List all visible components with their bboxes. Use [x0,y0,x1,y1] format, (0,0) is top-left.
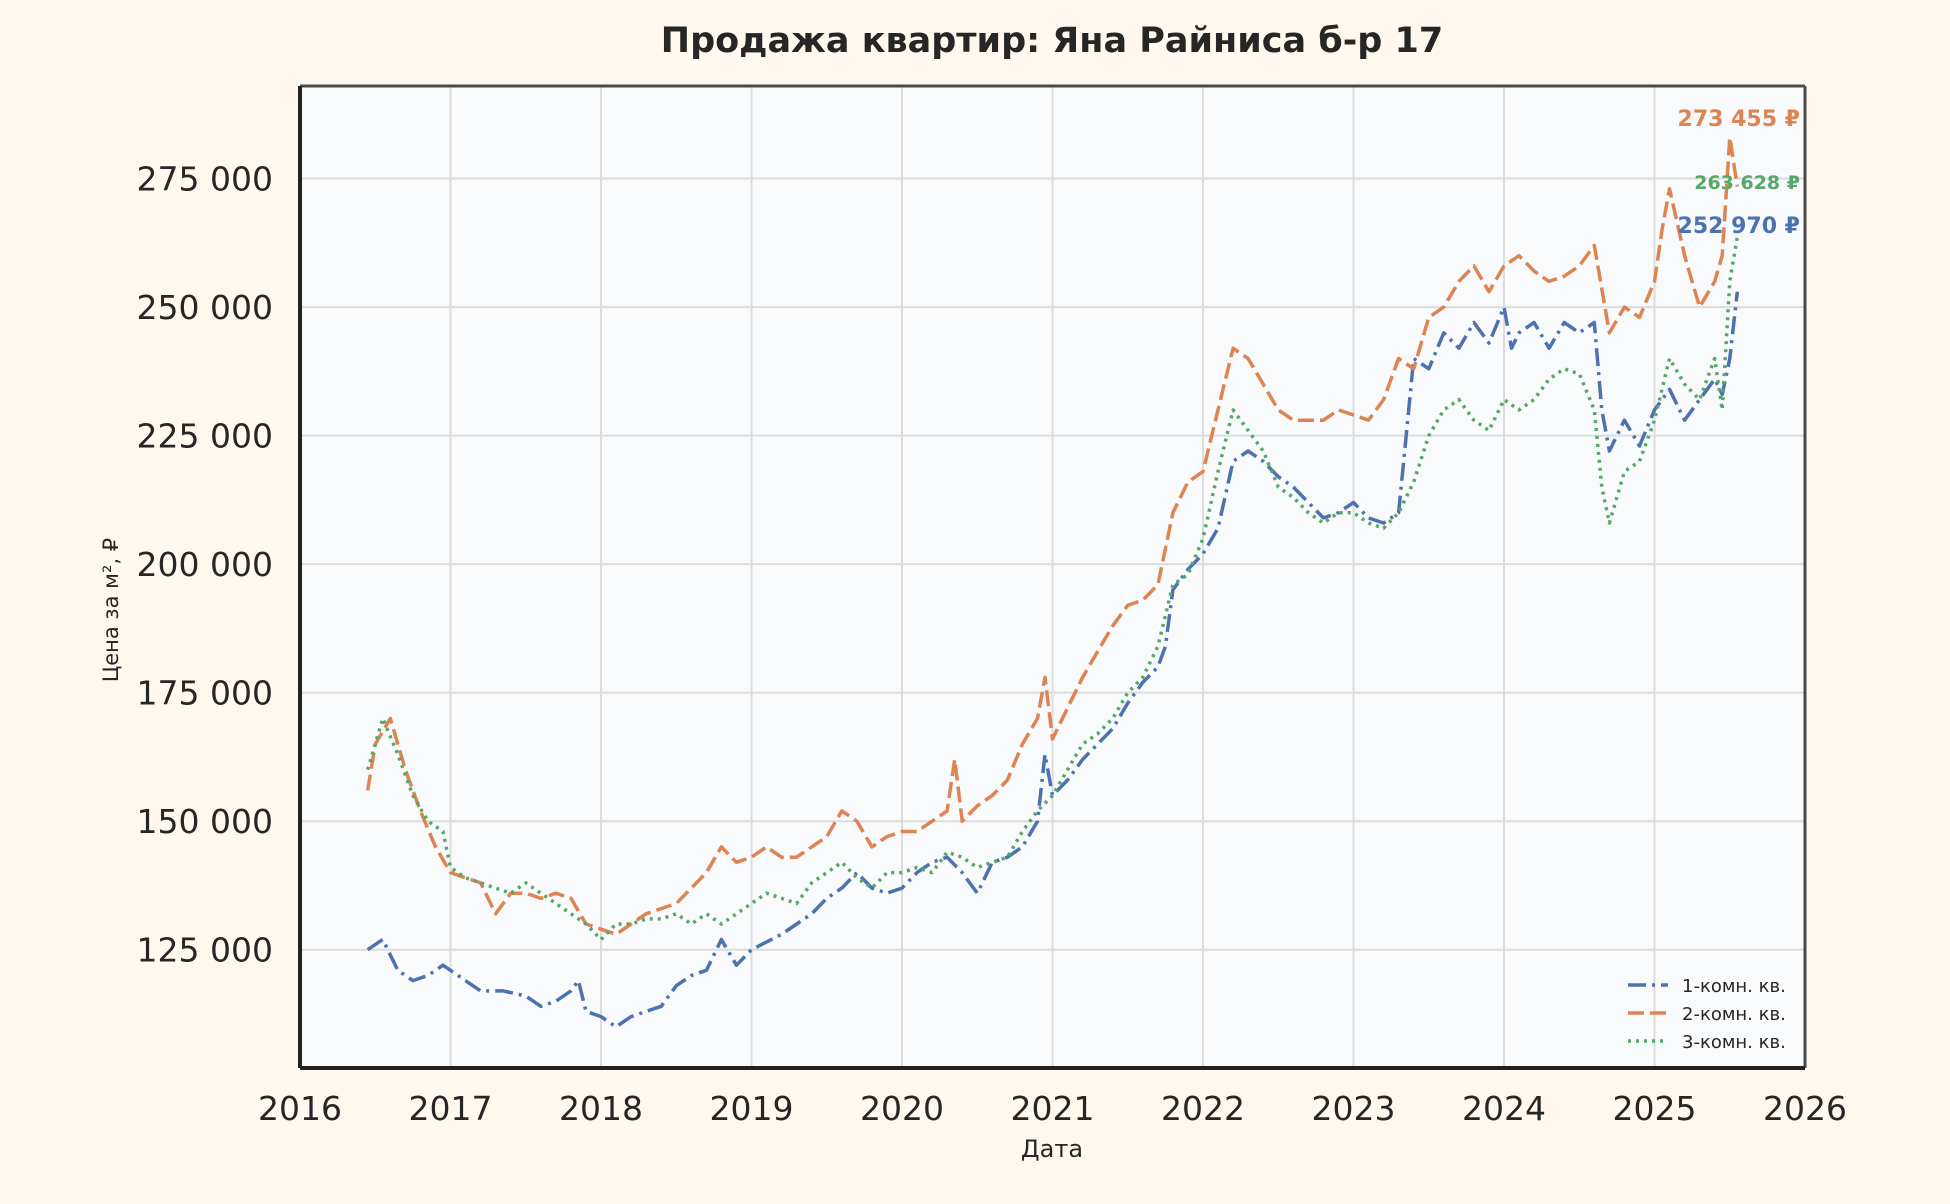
x-tick-label: 2018 [559,1089,643,1128]
legend-label-3: 3-комн. кв. [1682,1032,1786,1053]
chart-title: Продажа квартир: Яна Райниса б-р 17 [661,21,1443,61]
series-line-2 [365,135,1740,937]
y-tick-label: 275 000 [137,160,273,199]
x-tick-label: 2021 [1011,1089,1095,1128]
x-tick-label: 2017 [409,1089,493,1128]
x-tick-label: 2019 [710,1089,794,1128]
end-value-label: 263 628 ₽ [1694,172,1800,194]
y-axis-label: Цена за м², ₽ [99,538,123,682]
x-tick-label: 2020 [860,1089,944,1128]
x-tick-label: 2022 [1161,1089,1245,1128]
series-line-1 [366,291,1740,1029]
y-tick-label: 225 000 [137,417,273,456]
x-tick-label: 2024 [1462,1089,1546,1128]
x-tick-label: 2026 [1763,1089,1847,1128]
x-axis-label: Дата [1021,1135,1083,1163]
x-tick-label: 2025 [1613,1089,1697,1128]
y-tick-label: 200 000 [137,545,273,584]
x-tick-label: 2023 [1312,1089,1396,1128]
x-tick-label: 2016 [258,1089,342,1128]
y-tick-label: 150 000 [137,802,273,841]
end-value-label: 252 970 ₽ [1678,214,1800,239]
end-value-label: 273 455 ₽ [1678,107,1800,132]
y-tick-label: 125 000 [137,931,273,970]
legend-label-2: 2-комн. кв. [1682,1004,1786,1025]
plot-area: 2016 2017 2018 2019 2020 2021 2022 2023 2024 2025… [137,84,1847,1128]
y-tick-label: 175 000 [137,674,273,713]
legend-label-1: 1-комн. кв. [1682,976,1786,997]
y-tick-label: 250 000 [137,288,273,327]
series-line-3 [366,236,1740,942]
